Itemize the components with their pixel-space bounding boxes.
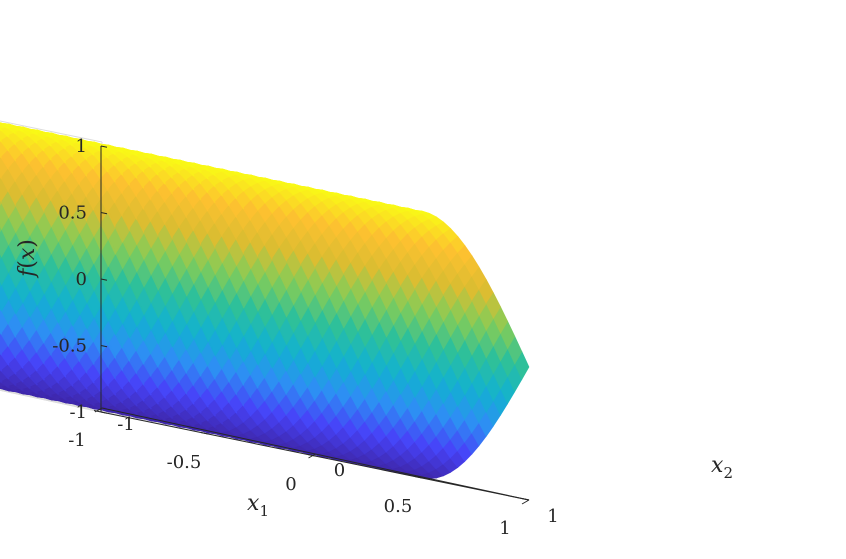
x2-tick-2 [521,499,530,505]
x2-axis-label-base: x [711,453,724,478]
z-tick-2 [100,278,108,281]
z-tick-label-3: 0.5 [58,203,87,224]
z-tick-1 [100,345,108,348]
z-tick-3 [100,212,108,215]
x1-tick-0 [93,410,102,413]
x2-tick-label-2: 1 [547,506,558,527]
x1-axis-label-subscript: 1 [259,502,269,520]
z-tick-label-2: 0 [76,269,87,290]
x1-tick-label-3: 0.5 [384,496,413,517]
grid-back-z-4 [0,120,103,143]
x1-tick-2 [307,454,316,457]
axes [93,145,530,505]
x1-axis-label-base: x [247,491,260,516]
x1-tick-3 [414,476,423,479]
x2-axis-label: x2 [711,453,733,482]
z-axis-label-close: ) [15,239,40,248]
surface [0,122,530,480]
x2-tick-1 [308,453,316,459]
z-axis-label-open: ( [15,260,40,269]
z-tick-label-1: -0.5 [52,336,87,357]
surface-patch [485,292,501,319]
x2-tick-label-0: -1 [117,414,135,435]
x2-axis-label-subscript: 2 [723,464,733,482]
x2-tick-label-1: 0 [334,460,345,481]
grid-side-z-0 [0,389,102,413]
x1-tick-label-2: 0 [285,474,296,495]
z-tick-label-0: -1 [69,402,87,423]
x1-tick-label-0: -1 [68,430,86,451]
z-tick-4 [100,145,108,148]
z-axis-label: f(x) [15,239,40,279]
x1-axis-label: x1 [247,491,269,520]
x2-tick-0 [94,407,103,413]
x1-tick-label-1: -0.5 [167,452,202,473]
z-tick-label-4: 1 [76,136,87,157]
tick-labels: -1-0.500.51-1-0.500.51-101 [52,136,558,539]
z-axis-label-var: x [15,247,40,260]
x1-tick-label-4: 1 [499,518,510,539]
x1-tick-1 [200,432,209,435]
